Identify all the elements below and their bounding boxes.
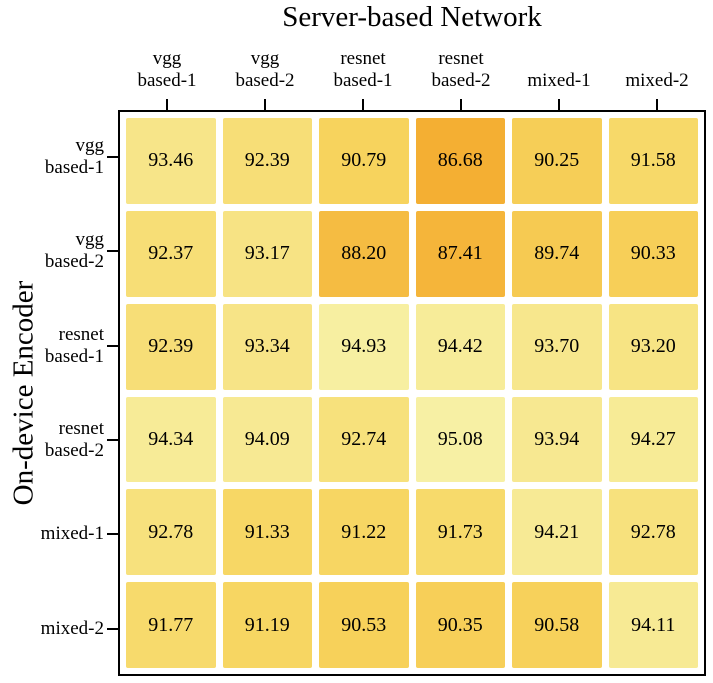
x-tick-label: vgg based-1	[137, 48, 197, 91]
y-tick-mark	[106, 487, 118, 581]
y-tick-mark	[106, 582, 118, 676]
heatmap-cell: 91.77	[126, 582, 216, 668]
y-axis-ticks	[106, 110, 118, 676]
x-tick-mark	[118, 99, 216, 110]
heatmap-cell: 91.33	[222, 489, 312, 576]
heatmap-cell: 94.11	[608, 582, 698, 668]
x-axis-tick-labels: vgg based-1 vgg based-2 resnet based-1 resn…	[118, 32, 706, 92]
heatmap-cell: 92.37	[126, 210, 216, 297]
x-tick-mark	[510, 99, 608, 110]
y-tick-mark	[106, 204, 118, 298]
heatmap-cell: 86.68	[415, 118, 505, 204]
heatmap-cell: 95.08	[415, 396, 505, 483]
x-tick-label: mixed-1	[527, 70, 591, 91]
heatmap-cell: 90.25	[512, 118, 602, 204]
heatmap-cell: 92.78	[126, 489, 216, 576]
heatmap-cell: 94.42	[415, 303, 505, 390]
heatmap-cell: 92.74	[319, 396, 409, 483]
y-tick-label: resnet based-1	[44, 323, 104, 367]
heatmap-cell: 90.35	[415, 582, 505, 668]
x-tick-label: resnet based-2	[431, 48, 491, 91]
y-tick-mark	[106, 110, 118, 204]
x-tick-mark	[608, 99, 706, 110]
x-tick-mark	[216, 99, 314, 110]
heatmap-cell: 91.22	[319, 489, 409, 576]
heatmap-cell: 93.94	[512, 396, 602, 483]
heatmap-cell: 91.19	[222, 582, 312, 668]
heatmap-cell: 93.17	[222, 210, 312, 297]
heatmap-cell: 91.73	[415, 489, 505, 576]
heatmap-cell: 91.58	[608, 118, 698, 204]
x-tick-label: mixed-2	[625, 70, 689, 91]
x-tick-label: vgg based-2	[235, 48, 295, 91]
heatmap-cell: 94.21	[512, 489, 602, 576]
x-tick-label: resnet based-1	[333, 48, 393, 91]
y-tick-mark	[106, 299, 118, 393]
heatmap-cell: 94.34	[126, 396, 216, 483]
plot-area: 93.46 92.39 90.79 86.68 90.25 91.58 92.37 93.17…	[118, 110, 706, 676]
y-tick-label: mixed-2	[40, 617, 104, 639]
heatmap-cell: 87.41	[415, 210, 505, 297]
heatmap-cell: 90.33	[608, 210, 698, 297]
heatmap-cell: 93.34	[222, 303, 312, 390]
y-tick-label: vgg based-2	[44, 229, 104, 273]
heatmap-cell: 92.78	[608, 489, 698, 576]
y-axis-tick-labels: vgg based-1 vgg based-2 resnet based-1 resn…	[0, 110, 104, 676]
chart-title: Server-based Network	[282, 1, 542, 33]
heatmap-cell: 90.53	[319, 582, 409, 668]
y-tick-label: resnet based-2	[44, 418, 104, 462]
heatmap-cell: 88.20	[319, 210, 409, 297]
heatmap-cell: 92.39	[222, 118, 312, 204]
heatmap-cell: 92.39	[126, 303, 216, 390]
heatmap-cell: 93.70	[512, 303, 602, 390]
heatmap-cell: 93.46	[126, 118, 216, 204]
heatmap-cell: 90.58	[512, 582, 602, 668]
heatmap-cell: 93.20	[608, 303, 698, 390]
heatmap-cell: 90.79	[319, 118, 409, 204]
y-tick-label: mixed-1	[40, 523, 104, 545]
y-tick-label: vgg based-1	[44, 135, 104, 179]
heatmap-cell: 89.74	[512, 210, 602, 297]
x-axis-ticks	[118, 99, 706, 110]
heatmap-cell: 94.93	[319, 303, 409, 390]
heatmap-cell: 94.27	[608, 396, 698, 483]
y-tick-mark	[106, 393, 118, 487]
heatmap-cell: 94.09	[222, 396, 312, 483]
x-tick-mark	[412, 99, 510, 110]
x-tick-mark	[314, 99, 412, 110]
